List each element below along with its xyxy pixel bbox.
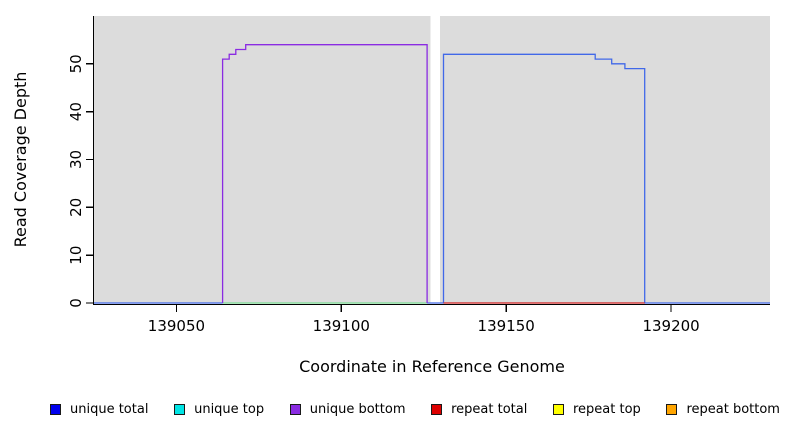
y-tick-label: 20 [67, 198, 85, 217]
legend-label-repeat-top: repeat top [573, 401, 641, 417]
legend-swatch-repeat-total [431, 403, 443, 415]
coverage-plot-canvas: 139050 139100 139150 139200 0 10 20 30 40 50 Read … [11, 16, 770, 376]
y-axis-title: Read Coverage Depth [11, 72, 30, 248]
y-tick-label: 50 [67, 54, 85, 73]
x-tick-label: 139200 [642, 317, 699, 335]
plot-panel-1 [94, 16, 431, 303]
legend-item-repeat-bottom: repeat bottom [666, 402, 780, 417]
legend-label-unique-bottom: unique bottom [309, 401, 406, 417]
plot-legend: unique total unique top unique bottom repea… [0, 398, 792, 420]
legend-label-unique-top: unique top [194, 401, 265, 417]
y-tick-label: 0 [67, 298, 85, 308]
y-tick-label: 10 [67, 246, 85, 265]
series-unique-total [94, 53, 770, 304]
legend-label-unique-total: unique total [70, 401, 149, 417]
legend-item-unique-top: unique top [174, 402, 264, 417]
x-tick-label: 139150 [478, 317, 535, 335]
legend-item-unique-total: unique total [50, 402, 148, 417]
legend-item-unique-bottom: unique bottom [289, 401, 406, 417]
legend-label-repeat-bottom: repeat bottom [686, 401, 780, 417]
series-unique-bottom [221, 44, 428, 303]
legend-swatch-unique-top [174, 403, 186, 415]
legend-swatch-repeat-bottom [666, 403, 678, 415]
x-axis-title: Coordinate in Reference Genome [299, 357, 565, 376]
x-tick-label: 139050 [148, 317, 205, 335]
legend-swatch-unique-bottom [289, 403, 301, 415]
plot-panel-2 [440, 16, 770, 303]
legend-swatch-unique-total [50, 403, 61, 415]
x-tick-label: 139100 [313, 317, 370, 335]
y-tick-label: 40 [67, 102, 85, 121]
legend-swatch-repeat-top [553, 403, 564, 415]
y-tick-label: 30 [67, 150, 85, 169]
legend-item-repeat-total: repeat total [431, 402, 527, 417]
legend-item-repeat-top: repeat top [553, 402, 641, 417]
legend-label-repeat-total: repeat total [451, 401, 528, 417]
